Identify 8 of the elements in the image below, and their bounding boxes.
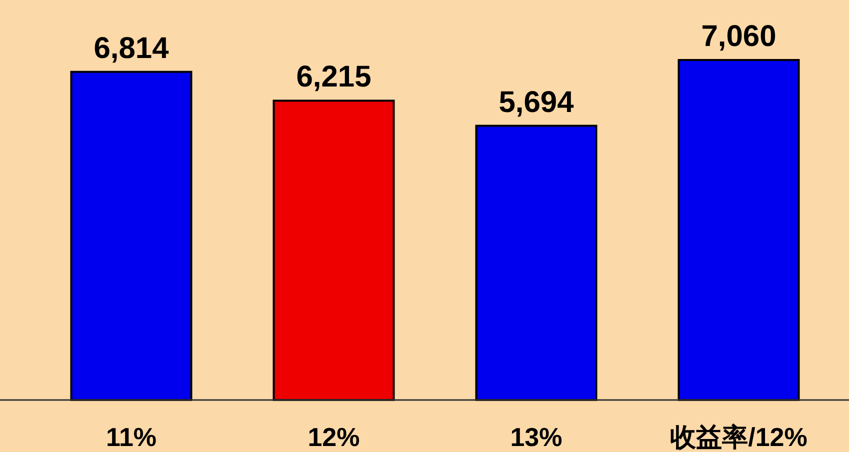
data-label: 7,060 [701,20,776,53]
data-label: 6,215 [296,60,372,94]
x-tick-label: 收益率/12% [670,422,808,452]
x-tick-label: 12% [308,422,360,452]
data-label: 6,814 [94,32,170,65]
x-tick-label: 11% [106,422,157,452]
x-tick-label: 13% [510,422,562,452]
data-label: 5,694 [498,86,574,119]
